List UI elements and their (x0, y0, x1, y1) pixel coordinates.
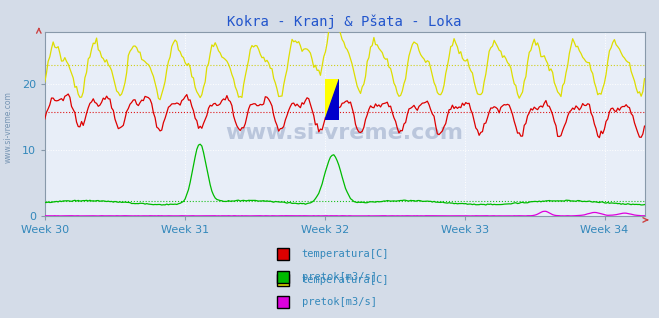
Text: temperatura[C]: temperatura[C] (302, 249, 389, 259)
Text: temperatura[C]: temperatura[C] (302, 275, 389, 285)
Text: pretok[m3/s]: pretok[m3/s] (302, 297, 377, 307)
Polygon shape (325, 79, 339, 120)
Text: pretok[m3/s]: pretok[m3/s] (302, 272, 377, 282)
Text: www.si-vreme.com: www.si-vreme.com (3, 91, 13, 163)
Title: Kokra - Kranj & Pšata - Loka: Kokra - Kranj & Pšata - Loka (227, 15, 462, 29)
Polygon shape (325, 79, 339, 120)
Text: www.si-vreme.com: www.si-vreme.com (225, 123, 464, 143)
